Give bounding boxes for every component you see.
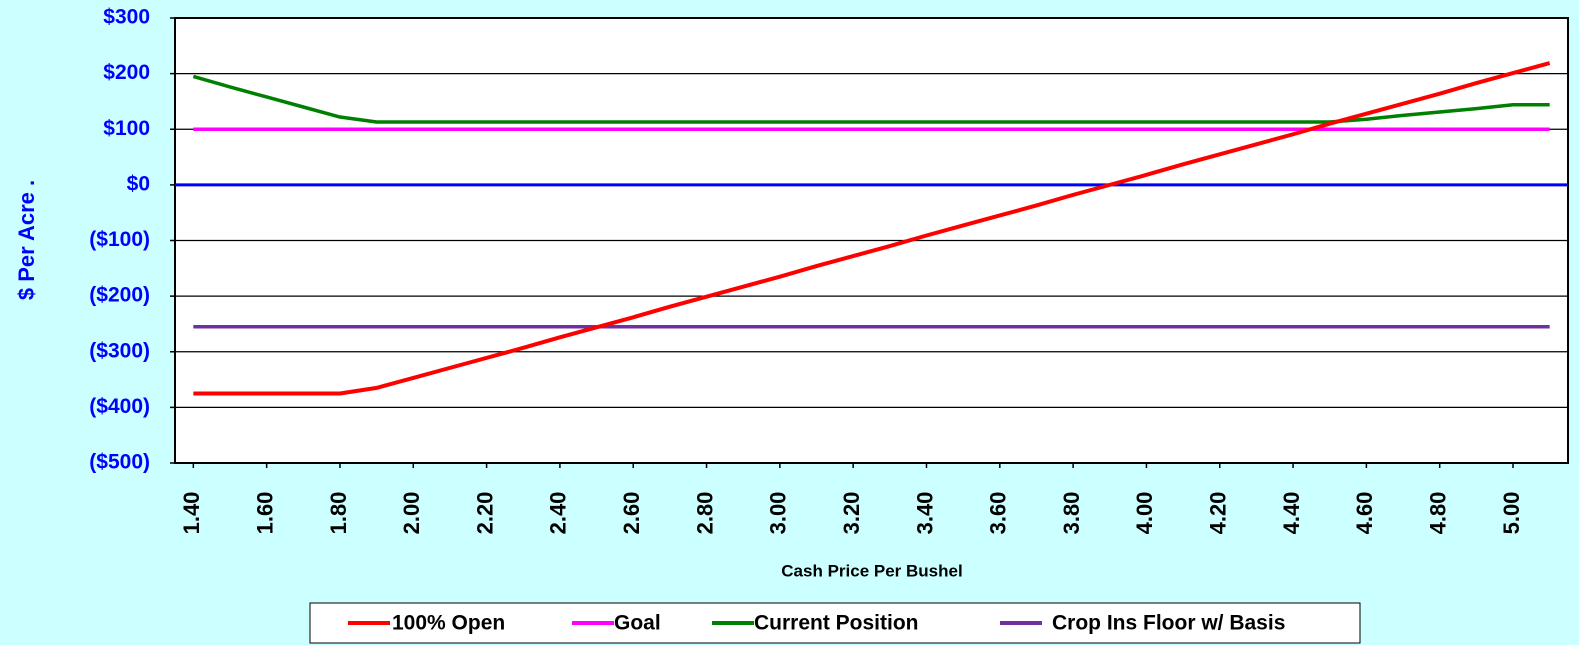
y-tick-label: $200 xyxy=(103,61,150,84)
x-tick-label: 3.40 xyxy=(912,492,937,535)
x-tick-label: 4.80 xyxy=(1426,492,1451,535)
x-tick-label: 1.40 xyxy=(179,492,204,535)
x-tick-label: 4.60 xyxy=(1352,492,1377,535)
x-tick-label: 2.40 xyxy=(546,492,571,535)
x-tick-label: 4.20 xyxy=(1206,492,1231,535)
y-tick-label: ($300) xyxy=(89,339,150,362)
legend-label: Current Position xyxy=(754,612,919,635)
x-tick-label: 4.00 xyxy=(1132,492,1157,535)
series-line xyxy=(193,61,1551,396)
y-tick-label: $0 xyxy=(127,172,150,195)
legend xyxy=(309,602,1361,644)
y-axis-label: $ Per Acre . xyxy=(14,180,39,300)
x-tick-label: 5.00 xyxy=(1499,492,1524,535)
x-tick-label: 2.80 xyxy=(692,492,717,535)
x-tick-label: 2.20 xyxy=(472,492,497,535)
y-tick-label: ($400) xyxy=(89,395,150,418)
series-line xyxy=(192,74,1550,124)
y-tick-label: ($500) xyxy=(89,451,150,474)
x-tick-label: 3.60 xyxy=(986,492,1011,535)
y-tick-label: ($100) xyxy=(89,228,150,251)
legend-label: Goal xyxy=(614,612,661,635)
x-tick-label: 3.80 xyxy=(1059,492,1084,535)
x-axis-label: Cash Price Per Bushel xyxy=(781,561,962,580)
y-tick-label: $100 xyxy=(103,117,150,140)
x-tick-label: 2.00 xyxy=(399,492,424,535)
y-tick-label: ($200) xyxy=(89,284,150,307)
x-tick-label: 2.60 xyxy=(619,492,644,535)
legend-label: 100% Open xyxy=(392,612,505,635)
x-tick-label: 3.00 xyxy=(766,492,791,535)
x-tick-label: 1.60 xyxy=(252,492,277,535)
x-tick-label: 1.80 xyxy=(326,492,351,535)
y-tick-label: $300 xyxy=(103,6,150,29)
x-tick-label: 4.40 xyxy=(1279,492,1304,535)
x-tick-label: 3.20 xyxy=(839,492,864,535)
legend-label: Crop Ins Floor w/ Basis xyxy=(1052,612,1285,635)
